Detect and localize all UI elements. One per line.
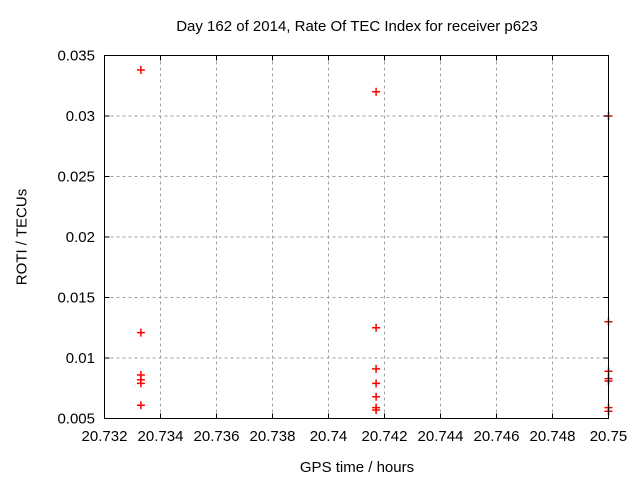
x-tick-label: 20.736 — [194, 428, 240, 445]
data-point-marker — [372, 392, 381, 401]
data-point-marker — [372, 323, 381, 332]
chart-title: Day 162 of 2014, Rate Of TEC Index for r… — [176, 18, 538, 35]
x-tick-label: 20.734 — [138, 428, 184, 445]
x-tick-label: 20.74 — [310, 428, 348, 445]
data-point-marker — [136, 66, 145, 75]
data-point-marker — [136, 401, 145, 410]
data-point-marker — [372, 379, 381, 388]
data-point-marker — [372, 406, 381, 415]
x-tick-label: 20.75 — [590, 428, 628, 445]
data-point-marker — [136, 379, 145, 388]
x-tick-label: 20.738 — [250, 428, 296, 445]
x-axis-label: GPS time / hours — [299, 459, 415, 476]
y-tick-label: 0.02 — [66, 229, 95, 246]
x-tick-label: 20.742 — [362, 428, 408, 445]
data-point-marker — [136, 328, 145, 337]
y-tick-label: 0.035 — [57, 48, 95, 65]
y-tick-label: 0.015 — [57, 290, 95, 307]
data-point-marker — [372, 364, 381, 373]
y-tick-label: 0.03 — [66, 108, 95, 125]
y-tick-label: 0.01 — [66, 350, 95, 367]
x-tick-label: 20.732 — [82, 428, 128, 445]
x-tick-label: 20.746 — [474, 428, 520, 445]
y-tick-label: 0.025 — [57, 169, 95, 186]
x-tick-label: 20.744 — [418, 428, 464, 445]
data-point-marker — [372, 87, 381, 96]
x-tick-label: 20.748 — [530, 428, 576, 445]
y-tick-label: 0.005 — [57, 411, 95, 428]
